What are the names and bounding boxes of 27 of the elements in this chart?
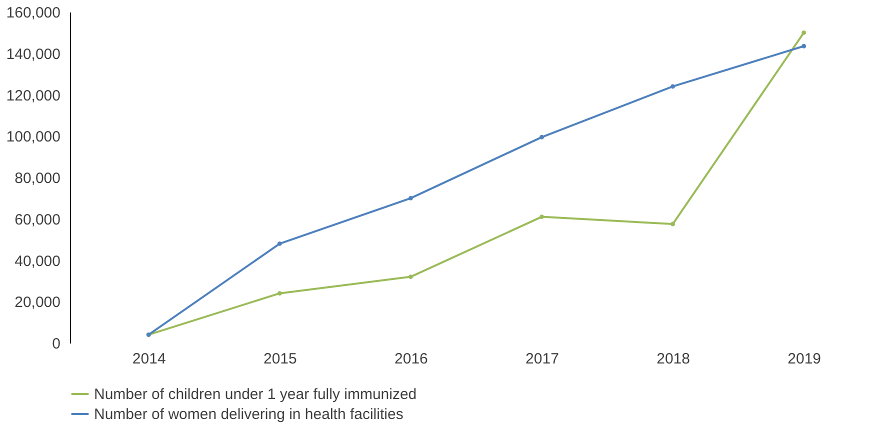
point [802,30,806,35]
x-tick-label: 2015 [263,350,297,368]
point [277,241,282,246]
y-tick-label: 0 [52,336,60,352]
point [670,84,676,89]
x-tick-label: 2019 [788,350,822,368]
y-tick-label: 40,000 [14,252,60,270]
point [670,222,676,226]
legend-label: Number of women delivering in health facilities [94,406,404,423]
x-tick-label: 2017 [526,350,559,368]
y-tick-label: 160,000 [6,4,60,22]
y-tick-label: 60,000 [14,211,60,228]
legend-label: Number of children under 1 year fully immunized [94,386,417,403]
point [408,196,413,200]
x-tick-label: 2018 [656,350,690,368]
point [540,134,544,140]
y-tick-label: 20,000 [14,294,60,312]
y-tick-label: 140,000 [6,46,60,63]
point [802,44,806,48]
x-tick-label: 2014 [132,350,166,368]
point [540,214,544,220]
point [277,291,282,296]
point [408,274,413,280]
y-tick-label: 120,000 [6,87,60,104]
y-tick-label: 80,000 [14,170,60,187]
y-tick-label: 100,000 [6,128,60,146]
x-tick-label: 2016 [394,350,428,368]
